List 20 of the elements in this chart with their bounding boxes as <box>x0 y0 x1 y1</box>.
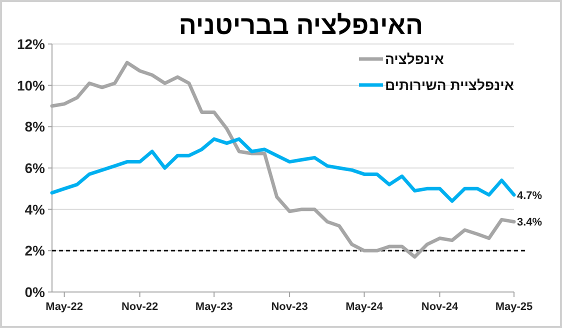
y-tick-label: 6% <box>24 160 46 176</box>
x-tick-label: May-23 <box>195 301 233 313</box>
x-tick-label: Nov-22 <box>121 301 158 313</box>
data-label: 4.7% <box>517 190 542 202</box>
legend-label: אינפלציית השירותים <box>385 77 514 93</box>
x-tick-label: May-25 <box>495 301 533 313</box>
x-tick-label: Nov-23 <box>271 301 308 313</box>
x-tick-label: May-24 <box>346 301 384 313</box>
legend-label: אינפלציה <box>385 51 444 67</box>
x-tick-label: Nov-24 <box>421 301 459 313</box>
y-tick-label: 10% <box>16 77 46 94</box>
y-tick-label: 0% <box>24 284 46 300</box>
y-tick-label: 2% <box>24 242 46 259</box>
x-tick-label: May-22 <box>46 301 83 313</box>
y-tick-label: 12% <box>16 36 46 52</box>
data-label: 3.4% <box>517 216 542 229</box>
chart-title: האינפלציה בבריטניה <box>178 10 424 40</box>
y-tick-label: 8% <box>24 118 46 135</box>
line-series <box>50 137 516 203</box>
y-tick-label: 4% <box>24 201 46 218</box>
